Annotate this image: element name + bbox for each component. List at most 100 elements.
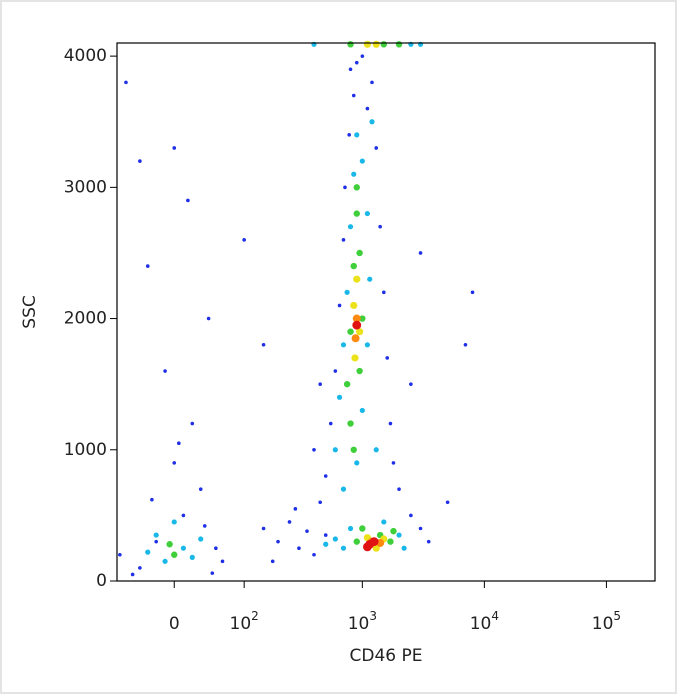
point (353, 275, 361, 283)
point (198, 487, 203, 491)
point (261, 343, 266, 347)
point (356, 328, 364, 336)
point (359, 158, 365, 164)
point (181, 513, 186, 518)
point (350, 262, 357, 270)
point (332, 447, 338, 453)
y-tick-label: 4000 (64, 46, 107, 66)
point (344, 289, 350, 295)
point (353, 184, 360, 191)
point (332, 536, 338, 542)
point (364, 210, 370, 217)
point (166, 541, 173, 548)
point (381, 519, 387, 525)
point (382, 290, 386, 295)
point (138, 159, 142, 163)
point (347, 525, 354, 532)
point (124, 80, 128, 85)
point (318, 500, 322, 505)
point (190, 421, 195, 426)
point (369, 119, 375, 125)
point (312, 552, 316, 557)
point (323, 474, 328, 478)
point (172, 146, 177, 150)
point (359, 315, 366, 322)
point (396, 532, 402, 538)
point (395, 41, 403, 48)
point (364, 342, 370, 348)
point (177, 441, 181, 446)
point (180, 545, 186, 551)
point (318, 382, 322, 386)
points (118, 40, 475, 577)
point (359, 407, 365, 414)
point (276, 539, 280, 544)
point (378, 224, 382, 229)
x-tick-label: 0 (169, 614, 180, 634)
point (347, 224, 354, 230)
y-tick-label: 1000 (64, 440, 107, 460)
point (352, 314, 361, 323)
point (162, 558, 168, 564)
point (347, 133, 351, 137)
point (353, 538, 360, 545)
point (351, 334, 360, 343)
point (385, 356, 390, 360)
point (388, 421, 393, 426)
point (354, 460, 360, 466)
point (418, 526, 423, 531)
point (220, 559, 225, 564)
x-axis-label: CD46 PE (350, 646, 423, 666)
point (463, 343, 468, 347)
point (352, 320, 362, 330)
point (347, 41, 354, 48)
point (362, 542, 372, 552)
point (214, 546, 218, 550)
point (145, 549, 151, 555)
point (365, 106, 370, 111)
point (297, 546, 301, 550)
point (374, 146, 379, 150)
point (118, 552, 122, 557)
point (409, 513, 413, 518)
plot-frame (116, 42, 656, 582)
point (418, 251, 423, 255)
point (351, 171, 357, 177)
point (409, 382, 413, 386)
point (323, 541, 329, 547)
point (363, 40, 371, 48)
point (130, 572, 135, 577)
point (359, 525, 366, 532)
point (340, 545, 347, 551)
point (367, 276, 373, 282)
point (348, 67, 353, 72)
point (312, 447, 316, 452)
point (445, 500, 450, 505)
point (163, 369, 167, 373)
point (333, 369, 338, 373)
x-tick-label: 103 (348, 609, 377, 635)
point (261, 526, 266, 531)
y-axis-label: SSC (20, 295, 40, 328)
point (343, 380, 351, 388)
point (356, 367, 363, 375)
x-tick-label: 104 (470, 609, 499, 635)
point (373, 447, 379, 453)
point (198, 536, 204, 542)
point (372, 40, 380, 48)
point (145, 264, 150, 268)
x-tick-label: 102 (230, 609, 259, 635)
point (343, 185, 347, 190)
point (380, 41, 388, 48)
point (353, 210, 360, 217)
point (206, 316, 211, 321)
point (354, 60, 359, 65)
x-tick-label: 105 (592, 609, 621, 635)
point (287, 520, 292, 524)
point (354, 132, 360, 138)
point (210, 571, 215, 575)
point (340, 342, 347, 348)
point (470, 290, 475, 295)
point (154, 539, 158, 544)
point (171, 519, 177, 525)
